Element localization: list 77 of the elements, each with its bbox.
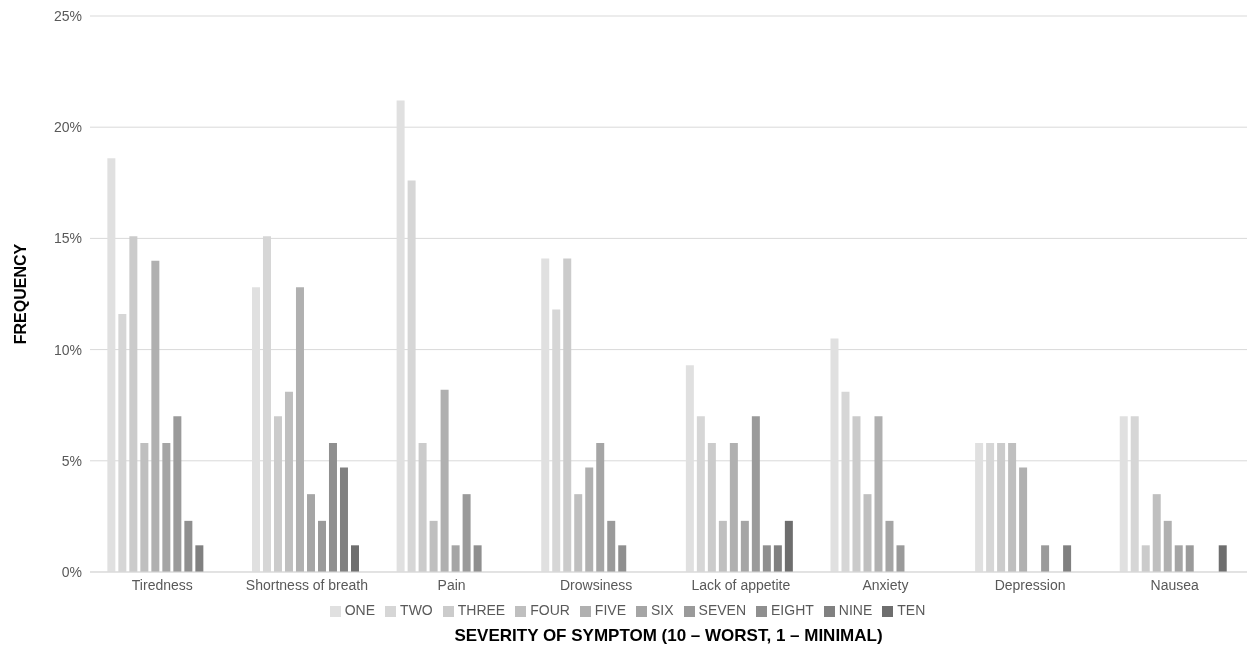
bar	[997, 443, 1006, 572]
bar	[729, 443, 738, 572]
bar	[284, 391, 293, 572]
legend-label: TWO	[400, 602, 433, 618]
y-axis-title: FREQUENCY	[11, 243, 29, 345]
bar	[350, 545, 359, 572]
bar	[784, 520, 793, 572]
y-tick-label: 15%	[53, 230, 82, 247]
bar	[1163, 520, 1172, 572]
bar	[462, 494, 471, 572]
bar	[328, 443, 337, 572]
bar	[195, 545, 204, 572]
bar	[563, 258, 572, 572]
bar	[773, 545, 782, 572]
bar	[762, 545, 771, 572]
x-axis-title: SEVERITY OF SYMPTOM (10 – WORST, 1 – MINIMAL)	[453, 626, 884, 646]
bar	[440, 389, 449, 572]
y-tick-label: 5%	[61, 452, 82, 469]
bar	[162, 443, 171, 572]
bar	[273, 416, 282, 572]
bar	[1041, 545, 1050, 572]
bar	[140, 443, 149, 572]
bar	[1152, 494, 1161, 572]
bar	[418, 443, 427, 572]
legend-label: FOUR	[530, 602, 570, 618]
legend-label: NINE	[838, 602, 873, 618]
x-tick-label: Anxiety	[862, 576, 909, 593]
bar	[751, 416, 760, 572]
bar	[896, 545, 905, 572]
bar	[718, 520, 727, 572]
legend-label: SIX	[650, 602, 674, 618]
bar	[339, 467, 348, 572]
bar	[852, 416, 861, 572]
bar	[1008, 443, 1017, 572]
legend-label: THREE	[457, 602, 506, 618]
legend-label: SEVEN	[698, 602, 747, 618]
bar	[1141, 545, 1150, 572]
y-tick-label: 20%	[53, 119, 82, 136]
bar	[1019, 467, 1028, 572]
bar	[1218, 545, 1227, 572]
bar	[306, 494, 315, 572]
bar	[1185, 545, 1194, 572]
bar	[295, 287, 304, 572]
bar	[1063, 545, 1072, 572]
bar	[574, 494, 583, 572]
legend-label: ONE	[344, 602, 376, 618]
x-tick-label: Shortness of breath	[245, 576, 369, 593]
x-tick-label: Drowsiness	[560, 576, 633, 593]
bar	[151, 260, 160, 572]
bar	[317, 520, 326, 572]
legend-label: FIVE	[594, 602, 626, 618]
bar	[618, 545, 627, 572]
bar	[473, 545, 482, 572]
bar	[585, 467, 594, 572]
legend-label: EIGHT	[771, 602, 814, 618]
x-tick-label: Nausea	[1150, 576, 1200, 593]
bar	[607, 520, 616, 572]
legend-label: TEN	[897, 602, 926, 618]
bar	[429, 520, 438, 572]
bar	[596, 443, 605, 572]
bar	[173, 416, 182, 572]
bar	[874, 416, 883, 572]
bar	[707, 443, 716, 572]
bar	[184, 520, 193, 572]
y-tick-label: 25%	[53, 7, 82, 24]
bar	[129, 236, 138, 572]
y-tick-label: 10%	[53, 341, 82, 358]
y-tick-label: 0%	[61, 563, 82, 580]
bar	[740, 520, 749, 572]
x-tick-label: Lack of appetite	[691, 576, 791, 593]
bar	[863, 494, 872, 572]
x-tick-label: Tiredness	[131, 576, 193, 593]
bar	[1174, 545, 1183, 572]
bar	[885, 520, 894, 572]
x-tick-label: Depression	[994, 576, 1066, 593]
x-tick-label: Pain	[437, 576, 466, 593]
bar	[451, 545, 460, 572]
